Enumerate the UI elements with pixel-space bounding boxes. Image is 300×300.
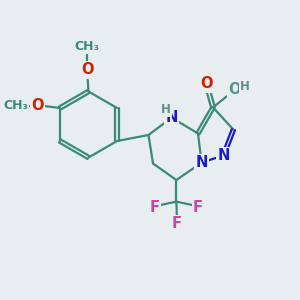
Text: H: H: [161, 103, 171, 116]
Text: N: N: [217, 148, 230, 163]
Text: O: O: [81, 62, 93, 77]
Text: O: O: [228, 82, 241, 98]
Text: CH₃: CH₃: [74, 40, 100, 53]
Text: F: F: [150, 200, 160, 214]
Text: F: F: [172, 216, 182, 231]
Text: N: N: [165, 110, 178, 125]
Text: F: F: [193, 200, 203, 214]
Text: O: O: [31, 98, 44, 113]
Text: O: O: [200, 76, 213, 92]
Text: N: N: [195, 155, 208, 170]
Text: H: H: [240, 80, 250, 93]
Text: CH₃: CH₃: [3, 99, 28, 112]
